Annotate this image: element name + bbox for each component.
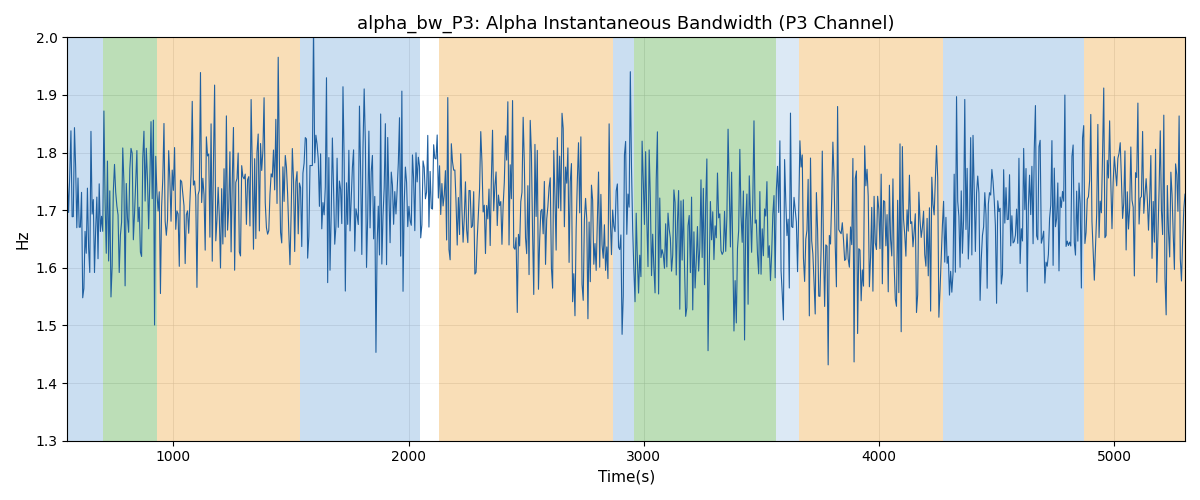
Bar [67,38,103,440]
Bar [103,38,157,440]
Y-axis label: Hz: Hz [16,230,30,249]
Bar [420,38,439,440]
Bar [300,38,420,440]
Bar [665,38,775,440]
Bar [799,38,943,440]
Bar [775,38,799,440]
Bar [439,38,613,440]
X-axis label: Time(s): Time(s) [598,470,655,485]
Title: alpha_bw_P3: Alpha Instantaneous Bandwidth (P3 Channel): alpha_bw_P3: Alpha Instantaneous Bandwid… [358,15,895,34]
Bar [157,38,300,440]
Bar [613,38,635,440]
Bar [943,38,1084,440]
Bar [1084,38,1186,440]
Bar [635,38,665,440]
